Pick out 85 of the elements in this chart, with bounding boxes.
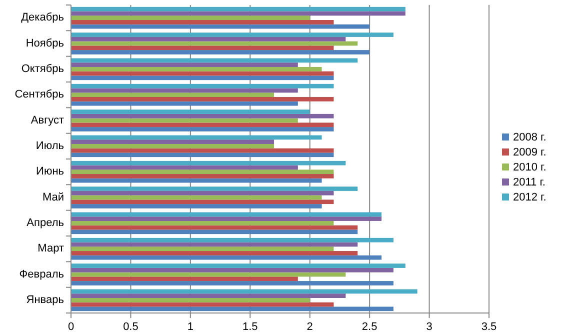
bar xyxy=(71,281,394,286)
bar xyxy=(71,88,298,93)
x-tick-label: 1.5 xyxy=(242,321,258,333)
bar xyxy=(71,220,334,226)
bar xyxy=(71,170,334,174)
x-tick-label: 0 xyxy=(68,321,74,333)
bar xyxy=(71,144,274,148)
bar xyxy=(71,6,406,12)
x-tick-label: 0.5 xyxy=(123,321,138,333)
bar xyxy=(71,238,394,242)
x-tick-label: 1 xyxy=(187,321,194,333)
bar xyxy=(71,135,322,140)
bar xyxy=(71,255,382,260)
bar xyxy=(71,97,334,102)
legend-label: 2009 г. xyxy=(513,146,546,158)
bar xyxy=(71,20,334,24)
bar xyxy=(71,16,310,20)
bar xyxy=(71,76,334,80)
legend-label: 2012 г. xyxy=(513,191,546,204)
bar xyxy=(71,11,406,16)
bar xyxy=(71,110,310,114)
bar xyxy=(71,58,358,63)
legend-label: 2011 г. xyxy=(513,176,546,188)
bar xyxy=(71,272,346,277)
x-tick-label: 3 xyxy=(426,321,432,333)
bar xyxy=(71,242,358,247)
bar xyxy=(71,160,346,166)
x-tick-label: 2.5 xyxy=(362,321,378,333)
bar xyxy=(71,264,406,268)
bar xyxy=(71,127,334,132)
bar xyxy=(71,186,358,191)
y-tick-label: Июль xyxy=(36,140,64,152)
bar xyxy=(71,302,334,307)
bar xyxy=(71,294,346,298)
bar xyxy=(71,190,334,196)
bar xyxy=(71,32,394,37)
bar xyxy=(71,46,334,50)
bar xyxy=(71,66,322,72)
x-tick-label: 2 xyxy=(306,321,313,333)
bar xyxy=(71,148,334,153)
y-tick-label: Март xyxy=(38,242,64,255)
bar xyxy=(71,230,358,234)
bar xyxy=(71,62,298,67)
y-tick-label: Февраль xyxy=(19,268,64,280)
y-tick-label: Апрель xyxy=(26,217,64,230)
bar xyxy=(71,306,394,312)
bar xyxy=(71,212,382,217)
bar xyxy=(71,165,298,170)
legend-label: 2008 г. xyxy=(513,131,546,144)
bar xyxy=(71,195,322,200)
bar xyxy=(71,140,274,144)
bar xyxy=(71,204,322,208)
bar xyxy=(71,200,334,204)
bar xyxy=(71,216,382,221)
bar xyxy=(71,92,274,98)
bar xyxy=(71,289,418,294)
y-tick-label: Декабрь xyxy=(21,12,64,24)
bar xyxy=(71,114,334,118)
y-tick-label: Май xyxy=(42,191,64,204)
y-tick-label: Август xyxy=(30,114,64,126)
bar xyxy=(71,276,298,282)
y-tick-label: Сентябрь xyxy=(14,88,64,101)
bar xyxy=(71,268,394,272)
bar xyxy=(71,24,370,29)
bar xyxy=(71,152,334,158)
bar xyxy=(71,118,298,123)
bar xyxy=(71,174,334,178)
bar xyxy=(71,178,322,183)
legend-label: 2010 г. xyxy=(513,161,546,174)
bar xyxy=(71,298,310,302)
y-tick-label: Июнь xyxy=(36,166,64,178)
y-tick-label: Январь xyxy=(26,294,64,306)
bar xyxy=(71,101,298,106)
bar xyxy=(71,84,334,88)
y-tick-label: Ноябрь xyxy=(26,37,64,50)
y-tick-label: Октябрь xyxy=(21,63,64,76)
bar xyxy=(71,251,358,256)
bar xyxy=(71,50,370,54)
bar xyxy=(71,41,358,46)
bar xyxy=(71,122,334,128)
bar xyxy=(71,71,334,76)
x-tick-label: 3.5 xyxy=(481,321,497,333)
bar xyxy=(71,246,334,252)
bar xyxy=(71,36,346,42)
bar xyxy=(71,225,358,230)
